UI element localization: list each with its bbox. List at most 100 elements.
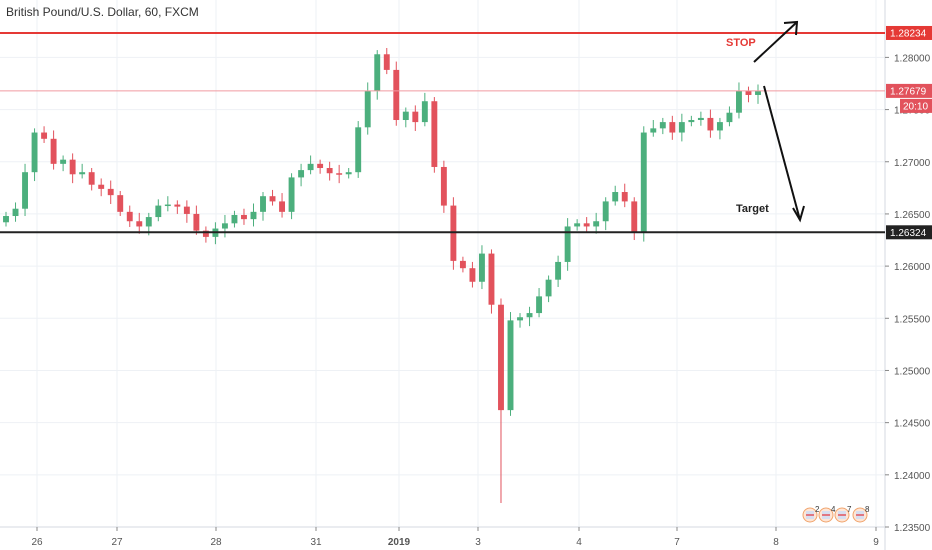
chart-title: British Pound/U.S. Dollar, 60, FXCM bbox=[6, 5, 199, 19]
candle-body bbox=[60, 159, 67, 164]
candle-body bbox=[478, 253, 485, 282]
candle-body bbox=[459, 260, 466, 269]
candle-body bbox=[602, 201, 609, 222]
candle-body bbox=[574, 223, 581, 227]
candle-body bbox=[69, 159, 76, 175]
x-tick-label: 26 bbox=[31, 537, 43, 548]
grid-lines bbox=[0, 0, 885, 528]
event-flag-icon[interactable]: 4 bbox=[818, 505, 836, 523]
candle-body bbox=[555, 261, 562, 280]
candle-body bbox=[536, 296, 543, 314]
arrow-down-icon bbox=[763, 85, 805, 223]
x-tick-label: 27 bbox=[111, 537, 123, 548]
y-tick-label: 1.26500 bbox=[894, 210, 931, 221]
stop-annotation: STOP bbox=[726, 37, 756, 49]
candle-body bbox=[659, 122, 666, 129]
candle-body bbox=[736, 90, 742, 113]
candle-body bbox=[241, 214, 247, 220]
candle-body bbox=[726, 112, 733, 123]
candle-body bbox=[79, 172, 86, 175]
candle-body bbox=[193, 213, 200, 231]
candle-body bbox=[612, 192, 619, 202]
candle-body bbox=[269, 196, 276, 202]
candle-body bbox=[174, 204, 181, 207]
x-tick-label: 28 bbox=[210, 537, 222, 548]
event-flag-icon[interactable]: 8 bbox=[852, 505, 870, 523]
x-tick-label: 7 bbox=[674, 537, 680, 548]
x-tick-label: 8 bbox=[773, 537, 779, 548]
candle-body bbox=[260, 196, 266, 212]
candle-body bbox=[250, 211, 257, 220]
candle-body bbox=[221, 223, 228, 229]
candle-body bbox=[298, 170, 305, 178]
candle-body bbox=[164, 204, 171, 207]
stop-price-label: 1.28234 bbox=[886, 25, 932, 40]
current-price-text: 1.27679 bbox=[890, 86, 927, 97]
target-price-text: 1.26324 bbox=[890, 228, 927, 239]
x-tick-label: 3 bbox=[475, 537, 481, 548]
candle-body bbox=[755, 90, 761, 95]
candle-body bbox=[3, 216, 9, 223]
candle-body bbox=[345, 172, 352, 175]
time-axis[interactable]: 26 27 28 31 2019 3 4 7 8 9 bbox=[31, 527, 879, 548]
y-tick-label: 1.28000 bbox=[894, 53, 931, 64]
bar-countdown-text: 20:10 bbox=[903, 101, 928, 112]
candle-body bbox=[183, 206, 190, 214]
candle-body bbox=[374, 54, 381, 91]
candle-body bbox=[745, 90, 752, 95]
event-flag-icon[interactable]: 2 bbox=[802, 505, 820, 523]
event-count: 4 bbox=[831, 505, 836, 514]
candle-body bbox=[12, 208, 19, 217]
candle-body bbox=[355, 127, 362, 173]
candle-body bbox=[288, 177, 295, 212]
candle-body bbox=[98, 184, 105, 189]
candle-body bbox=[402, 111, 409, 121]
candle-body bbox=[488, 253, 495, 305]
candle-body bbox=[716, 122, 723, 131]
event-count: 7 bbox=[847, 505, 852, 514]
y-tick-label: 1.26000 bbox=[894, 262, 931, 273]
candle-body bbox=[526, 313, 533, 318]
candle-body bbox=[564, 226, 571, 262]
candle-body bbox=[621, 192, 628, 202]
candle-body bbox=[517, 317, 523, 321]
candle-body bbox=[669, 122, 676, 133]
y-tick-label: 1.24500 bbox=[894, 419, 931, 430]
candle-body bbox=[41, 132, 48, 139]
economic-events[interactable]: 2 4 7 8 bbox=[802, 505, 870, 523]
candle-body bbox=[498, 304, 504, 411]
candle-body bbox=[393, 69, 400, 121]
y-tick-label: 1.27000 bbox=[894, 158, 931, 169]
candle-body bbox=[107, 188, 114, 196]
x-tick-label: 31 bbox=[310, 537, 322, 548]
candle-body bbox=[412, 111, 419, 123]
x-tick-label: 9 bbox=[873, 537, 879, 548]
current-price-label: 1.27679 20:10 bbox=[886, 83, 932, 113]
candle-body bbox=[383, 54, 390, 70]
candle-body bbox=[431, 101, 438, 167]
candle-body bbox=[145, 217, 152, 227]
candle-body bbox=[593, 221, 600, 227]
candle-body bbox=[650, 128, 657, 133]
candle-body bbox=[545, 279, 552, 297]
candle-body bbox=[631, 201, 638, 233]
event-count: 2 bbox=[815, 505, 820, 514]
candle-body bbox=[364, 90, 371, 128]
x-tick-label: 2019 bbox=[388, 537, 411, 548]
candle-body bbox=[421, 101, 428, 123]
candle-body bbox=[688, 120, 695, 123]
candle-body bbox=[469, 268, 476, 282]
candle-body bbox=[640, 132, 647, 233]
candle-body bbox=[155, 205, 162, 218]
candle-body bbox=[583, 223, 590, 227]
y-tick-label: 1.23500 bbox=[894, 523, 931, 534]
event-flag-icon[interactable]: 7 bbox=[834, 505, 852, 523]
candle-body bbox=[707, 117, 714, 131]
candle-body bbox=[697, 117, 704, 121]
candle-body bbox=[231, 214, 238, 224]
candle-body bbox=[307, 163, 314, 171]
x-tick-label: 4 bbox=[576, 537, 582, 548]
